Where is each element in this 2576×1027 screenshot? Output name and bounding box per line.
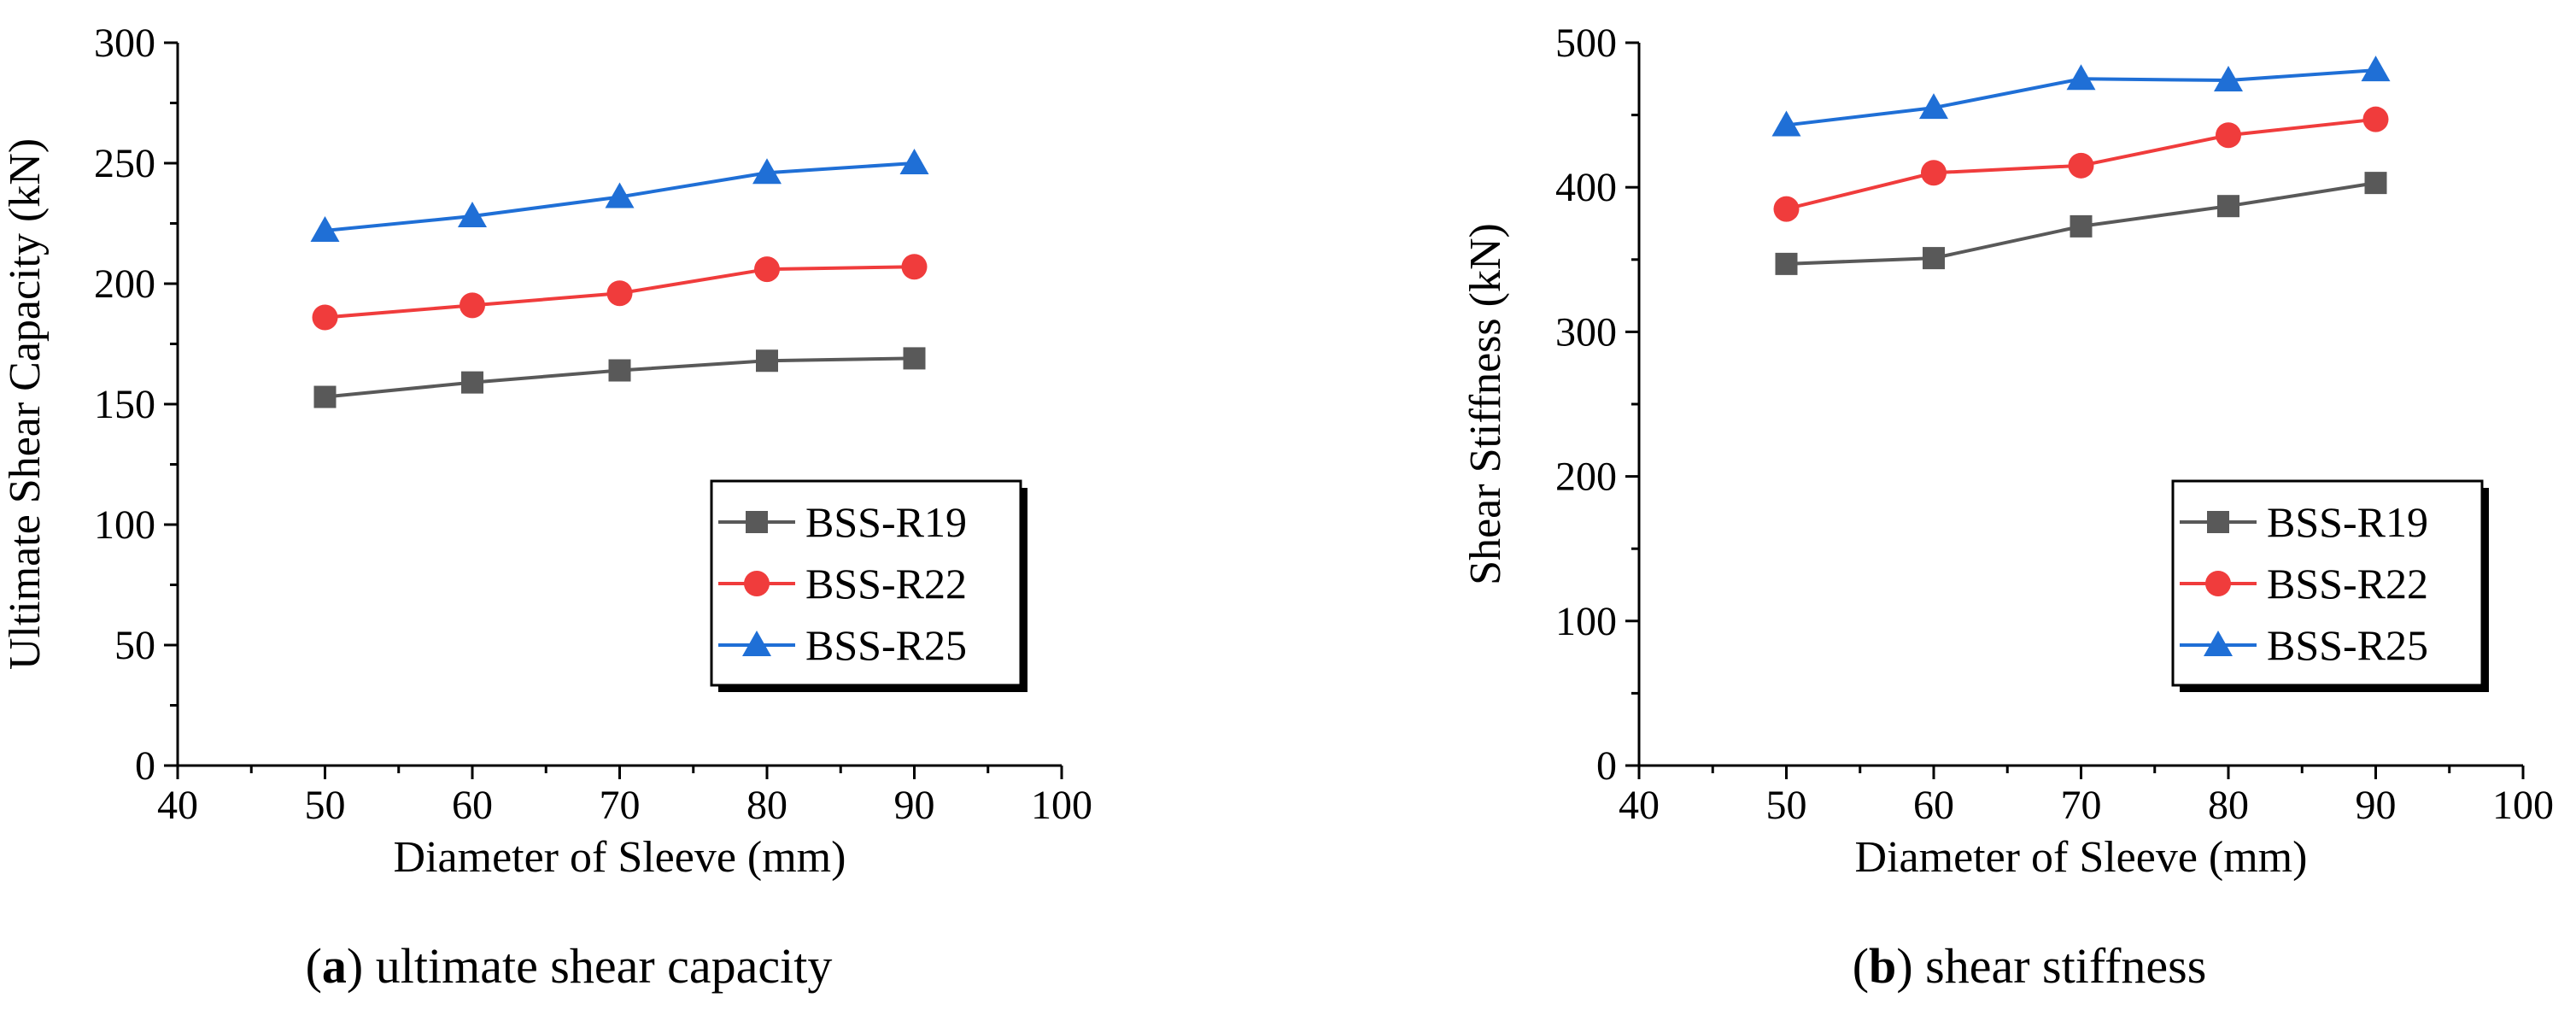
data-point	[756, 349, 778, 373]
legend-label: BSS-R22	[2267, 560, 2428, 607]
data-point	[313, 385, 337, 408]
data-point	[1919, 93, 1948, 120]
caption-text: shear stiffness	[1913, 938, 2207, 994]
caption-letter: a	[322, 938, 347, 994]
series-bss-r19	[313, 347, 926, 408]
x-axis-title: Diameter of Sleeve (mm)	[1855, 833, 2308, 882]
y-tick-label: 200	[1555, 455, 1617, 500]
y-tick-label: 300	[94, 21, 155, 66]
data-point	[458, 202, 487, 228]
series-bss-r19	[1775, 172, 2387, 275]
y-tick-label: 500	[1555, 21, 1617, 66]
y-tick-label: 0	[1596, 743, 1617, 789]
legend-marker	[2204, 631, 2233, 656]
data-point	[752, 158, 782, 185]
x-tick-label: 60	[452, 783, 493, 828]
series-bss-r25	[310, 149, 929, 242]
data-point	[1921, 160, 1947, 186]
data-point	[903, 347, 926, 370]
legend-label: BSS-R22	[805, 560, 967, 607]
data-point	[2066, 64, 2096, 91]
data-point	[2217, 195, 2239, 218]
x-tick-label: 60	[1913, 783, 1954, 828]
data-point	[1923, 247, 1945, 270]
x-tick-label: 80	[746, 783, 787, 828]
x-axis-title: Diameter of Sleeve (mm)	[394, 833, 846, 882]
x-tick-label: 50	[305, 783, 346, 828]
x-tick-label: 90	[894, 783, 935, 828]
y-tick-label: 100	[1555, 599, 1617, 644]
y-tick-label: 250	[94, 141, 155, 186]
data-point	[1775, 252, 1798, 275]
y-tick-label: 50	[114, 623, 155, 668]
figure-caption: (a) ultimate shear capacity	[306, 938, 833, 994]
data-point	[605, 182, 635, 208]
x-tick-label: 80	[2208, 783, 2249, 828]
data-point	[310, 215, 340, 242]
caption-letter: b	[1869, 938, 1896, 994]
x-tick-label: 70	[2061, 783, 2102, 828]
figure-caption: (b) shear stiffness	[1853, 938, 2207, 994]
data-point	[608, 359, 631, 382]
series-bss-r22	[1773, 106, 2389, 222]
y-tick-label: 200	[94, 261, 155, 307]
data-point	[901, 254, 928, 280]
caption-paren-open: (	[1853, 938, 1869, 994]
x-tick-label: 40	[157, 783, 198, 828]
legend-marker	[746, 511, 768, 533]
data-point	[312, 304, 338, 331]
data-point	[2364, 172, 2387, 195]
legend-label: BSS-R25	[2267, 621, 2428, 669]
data-point	[1773, 196, 1800, 222]
caption-paren-close: )	[347, 938, 363, 994]
data-point	[2068, 152, 2094, 179]
legend-label: BSS-R19	[2267, 498, 2428, 546]
data-point	[460, 292, 485, 319]
x-tick-label: 70	[600, 783, 641, 828]
x-tick-label: 100	[2492, 783, 2554, 828]
series-bss-r22	[312, 254, 928, 331]
y-tick-label: 0	[135, 743, 155, 789]
x-tick-label: 40	[1619, 783, 1660, 828]
series-bss-r25	[1771, 56, 2391, 137]
chart-a: 40 50 60 70 80 90 100 0 50 100 150 200 250 300 Diamete…	[1, 21, 1092, 994]
caption-text: ultimate shear capacity	[363, 938, 832, 994]
data-point	[754, 256, 780, 283]
caption-paren-close: )	[1896, 938, 1912, 994]
legend: BSS-R19 BSS-R22 BSS-R25	[2171, 479, 2489, 692]
data-point	[461, 371, 483, 394]
x-tick-label: 100	[1031, 783, 1092, 828]
x-tick-label: 90	[2356, 783, 2397, 828]
legend-marker	[2207, 511, 2229, 533]
data-point	[899, 149, 929, 174]
legend-marker	[744, 571, 770, 596]
caption-paren-open: (	[306, 938, 322, 994]
data-point	[2361, 56, 2391, 82]
data-point	[2070, 214, 2093, 238]
legend-label: BSS-R19	[805, 498, 967, 546]
data-point	[2214, 65, 2243, 91]
y-tick-label: 300	[1555, 309, 1617, 355]
y-tick-label: 400	[1555, 165, 1617, 210]
y-axis-title: Ultimate Shear Capacity (kN)	[1, 138, 50, 670]
data-point	[606, 280, 633, 307]
y-tick-label: 100	[94, 502, 155, 548]
data-point	[1771, 110, 1801, 137]
legend-marker	[742, 631, 771, 656]
x-tick-label: 50	[1766, 783, 1807, 828]
legend-label: BSS-R25	[805, 621, 967, 669]
data-point	[2216, 122, 2241, 149]
y-axis-title: Shear Stiffness (kN)	[1461, 223, 1510, 585]
data-point	[2362, 106, 2389, 132]
chart-b: 40 50 60 70 80 90 100 0 100 200 300 400 500 Diameter …	[1461, 21, 2554, 994]
y-tick-label: 150	[94, 382, 155, 427]
legend: BSS-R19 BSS-R22 BSS-R25	[710, 479, 1027, 692]
legend-marker	[2205, 571, 2231, 596]
